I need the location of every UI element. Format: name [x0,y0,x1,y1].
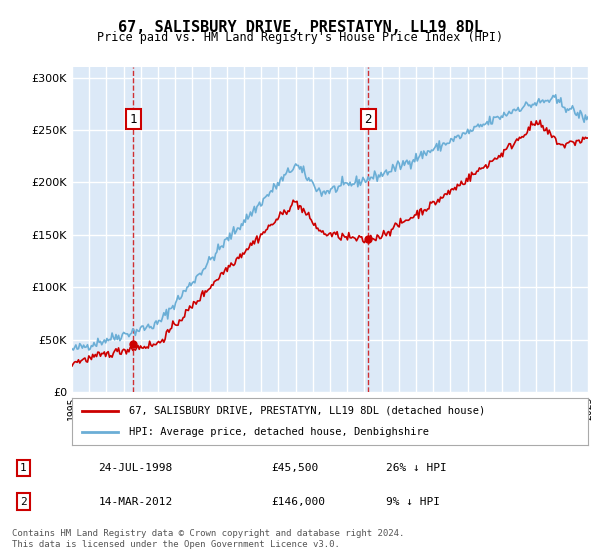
Text: HPI: Average price, detached house, Denbighshire: HPI: Average price, detached house, Denb… [129,427,429,437]
Text: 67, SALISBURY DRIVE, PRESTATYN, LL19 8DL (detached house): 67, SALISBURY DRIVE, PRESTATYN, LL19 8DL… [129,406,485,416]
Text: 14-MAR-2012: 14-MAR-2012 [98,497,173,507]
Text: £45,500: £45,500 [271,463,319,473]
Text: 24-JUL-1998: 24-JUL-1998 [98,463,173,473]
Text: 9% ↓ HPI: 9% ↓ HPI [386,497,440,507]
Text: 2: 2 [20,497,27,507]
Text: Contains HM Land Registry data © Crown copyright and database right 2024.
This d: Contains HM Land Registry data © Crown c… [12,529,404,549]
Text: 1: 1 [20,463,27,473]
Text: 67, SALISBURY DRIVE, PRESTATYN, LL19 8DL: 67, SALISBURY DRIVE, PRESTATYN, LL19 8DL [118,20,482,35]
Text: 2: 2 [364,113,372,125]
Text: 26% ↓ HPI: 26% ↓ HPI [386,463,447,473]
Text: 1: 1 [130,113,137,125]
Text: Price paid vs. HM Land Registry's House Price Index (HPI): Price paid vs. HM Land Registry's House … [97,31,503,44]
Text: £146,000: £146,000 [271,497,325,507]
